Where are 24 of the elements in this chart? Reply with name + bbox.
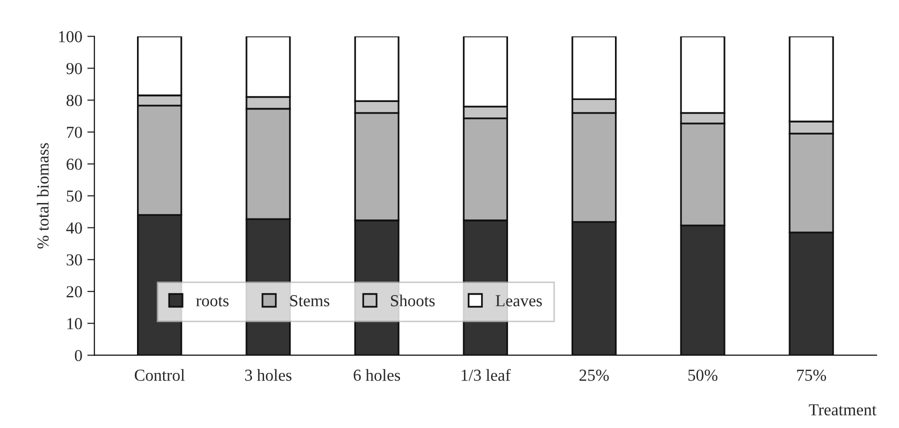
y-tick-label: 90 [66, 62, 82, 74]
y-tick-label: 0 [74, 350, 82, 362]
x-tick-label: 3 holes [245, 369, 292, 381]
y-tick-label: 70 [67, 126, 82, 138]
legend-label: Stems [290, 295, 330, 306]
y-tick-label: 30 [66, 254, 82, 266]
y-tick-label: 50 [66, 190, 82, 202]
y-tick-label: 100 [59, 31, 82, 42]
x-tick-label: Control [134, 369, 185, 381]
x-axis-title: Treatment [808, 404, 876, 416]
x-tick-label: 1/3 leaf [462, 368, 511, 381]
legend-label: roots [196, 296, 229, 306]
y-tick-label: 80 [66, 94, 82, 106]
legend-label: Shoots [391, 294, 435, 306]
legend-label: Leaves [496, 295, 542, 306]
y-tick-label: 20 [66, 286, 82, 298]
x-tick-label: 25% [580, 370, 609, 381]
x-tick-label: 75% [797, 370, 826, 381]
x-tick-label: 50% [688, 370, 718, 381]
y-tick-label: 60 [66, 158, 82, 170]
y-tick-label: 10 [67, 318, 82, 330]
y-axis-title: % total biomass [36, 143, 49, 248]
y-tick-label: 40 [66, 222, 82, 234]
x-tick-label: 6 holes [354, 369, 400, 381]
